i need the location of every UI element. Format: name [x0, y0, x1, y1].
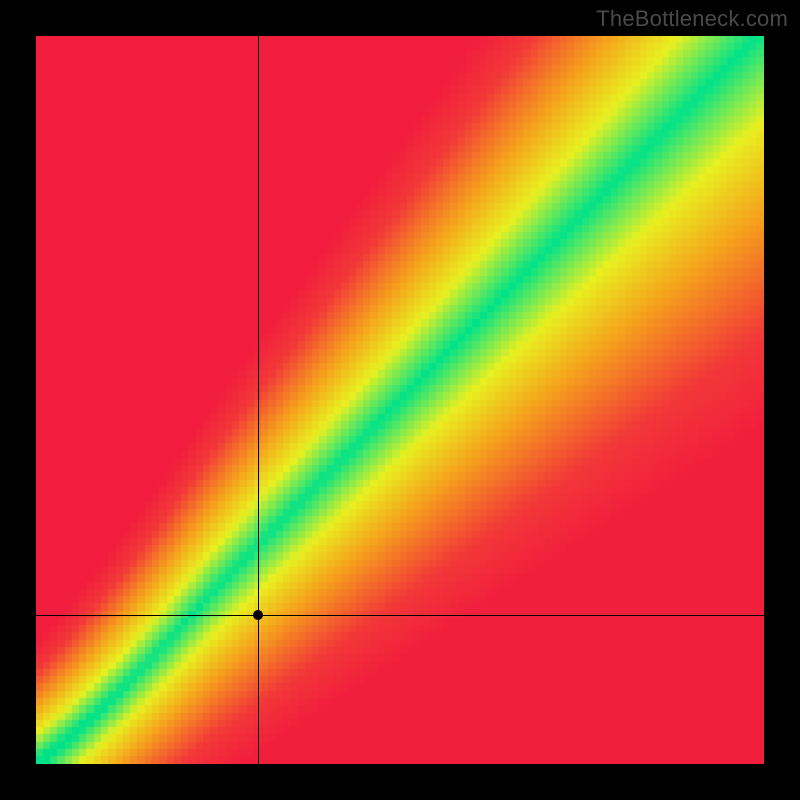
marker-dot: [253, 610, 263, 620]
heatmap-canvas: [36, 36, 764, 764]
chart-container: TheBottleneck.com: [0, 0, 800, 800]
crosshair-horizontal: [36, 615, 764, 616]
watermark-text: TheBottleneck.com: [596, 6, 788, 32]
plot-area: [36, 36, 764, 764]
crosshair-vertical: [258, 36, 259, 764]
